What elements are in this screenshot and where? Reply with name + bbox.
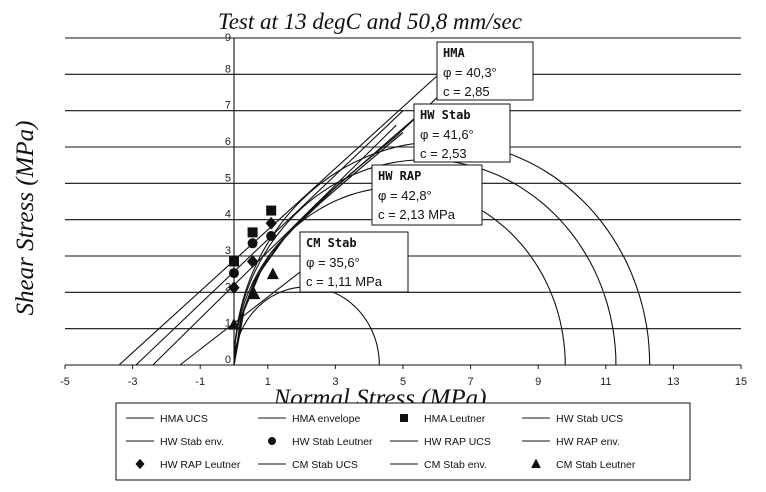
annotation-box: HMA φ = 40,3° c = 2,85	[436, 41, 534, 101]
x-tick-label: 5	[400, 376, 406, 388]
data-point	[248, 287, 261, 300]
annotation-title: CM Stab	[306, 236, 357, 250]
y-tick-label: 0	[225, 354, 231, 366]
legend-label: HW Stab env.	[160, 436, 224, 448]
data-point	[247, 238, 258, 249]
legend-label: HMA UCS	[160, 413, 208, 425]
data-point	[266, 267, 279, 280]
data-point	[228, 317, 240, 330]
envelope-line	[179, 257, 319, 366]
annotation-box: CM Stab φ = 35,6° c = 1,11 MPa	[299, 231, 409, 293]
y-tick-label: 7	[225, 100, 231, 112]
x-tick-label: 13	[667, 376, 679, 388]
legend-item: HW RAP env.	[522, 436, 620, 448]
x-tick-label: 15	[735, 376, 747, 388]
data-point	[229, 256, 239, 267]
annotation-phi: φ = 40,3°	[443, 65, 497, 80]
data-point	[247, 227, 258, 238]
legend-marker-swatch	[135, 458, 145, 470]
annotation-phi: φ = 41,6°	[420, 127, 474, 142]
y-axis-title: Shear Stress (MPa)	[12, 121, 39, 316]
legend-label: CM Stab Leutner	[556, 459, 636, 471]
annotation-frame	[413, 103, 511, 163]
legend-label: HW Stab UCS	[556, 413, 623, 425]
legend-item: HMA UCS	[126, 413, 208, 425]
y-tick-label: 2	[225, 281, 231, 293]
annotation-box: HW Stab φ = 41,6° c = 2,53	[413, 103, 511, 163]
legend-label: HW RAP env.	[556, 436, 620, 448]
x-tick-label: -5	[60, 376, 70, 388]
annotation-cohesion: c = 2,13 MPa	[378, 207, 456, 222]
x-tick-label: 11	[600, 376, 611, 388]
x-tick-label: 3	[332, 376, 338, 388]
y-tick-label: 5	[225, 172, 231, 184]
x-tick-label: 7	[468, 376, 474, 388]
y-tick-label: 1	[225, 318, 231, 330]
annotation-title: HW RAP	[378, 169, 421, 183]
legend: HMA UCS HMA envelope HMA Leutner HW Stab UC…	[115, 402, 691, 481]
envelope-curve	[233, 84, 451, 366]
legend-marker-swatch	[531, 458, 541, 468]
chart-title: Test at 13 degC and 50,8 mm/sec	[218, 9, 522, 34]
x-tick-label: 1	[265, 376, 271, 388]
annotation-frame	[299, 231, 409, 293]
legend-item: CM Stab UCS	[258, 459, 358, 471]
legend-item: HW RAP Leutner	[135, 458, 241, 471]
annotation-layer: HMA φ = 40,3° c = 2,85 HW Stab φ = 41,6° c = …	[299, 41, 534, 293]
envelope-line	[152, 124, 397, 366]
data-point	[246, 255, 259, 268]
data-point	[265, 216, 277, 230]
legend-marker-swatch	[400, 414, 408, 422]
y-tick-label: 8	[225, 63, 231, 75]
data-point	[228, 281, 240, 294]
marker-layer	[228, 205, 279, 330]
y-tick-label: 9	[225, 32, 231, 44]
annotation-cohesion: c = 1,11 MPa	[306, 274, 383, 289]
annotation-phi: φ = 35,6°	[306, 255, 360, 270]
annotation-title: HW Stab	[420, 108, 471, 122]
annotation-phi: φ = 42,8°	[378, 188, 432, 203]
y-tick-label: 3	[225, 245, 231, 257]
legend-label: HW RAP Leutner	[160, 459, 241, 471]
annotation-box: HW RAP φ = 42,8° c = 2,13 MPa	[371, 164, 483, 226]
legend-item: HMA envelope	[258, 413, 360, 425]
data-point	[266, 205, 277, 216]
legend-item: HW Stab Leutner	[268, 436, 373, 448]
x-tick-label: -3	[128, 376, 138, 388]
x-tick-label: 9	[535, 376, 541, 388]
legend-label: HW Stab Leutner	[292, 436, 373, 448]
legend-marker-swatch	[268, 437, 276, 445]
envelope-line	[118, 75, 438, 366]
x-tick-label: -1	[195, 376, 205, 388]
legend-label: CM Stab UCS	[292, 459, 358, 471]
annotation-frame	[371, 164, 483, 226]
legend-label: CM Stab env.	[424, 459, 487, 471]
annotation-cohesion: c = 2,53	[420, 146, 467, 161]
legend-item: HMA Leutner	[400, 413, 486, 425]
legend-item: HW RAP UCS	[390, 436, 491, 448]
legend-label: HMA Leutner	[424, 413, 486, 425]
data-point	[229, 268, 239, 279]
legend-label: HMA envelope	[292, 413, 360, 425]
legend-item: HW Stab UCS	[522, 413, 623, 425]
legend-item: CM Stab Leutner	[531, 458, 636, 471]
annotation-title: HMA	[443, 46, 465, 60]
annotation-cohesion: c = 2,85	[443, 84, 490, 99]
legend-label: HW RAP UCS	[424, 436, 491, 448]
annotation-frame	[436, 41, 534, 101]
legend-item: HW Stab env.	[126, 436, 224, 448]
y-tick-label: 4	[225, 209, 231, 221]
legend-item: CM Stab env.	[390, 459, 487, 471]
y-tick-label: 6	[225, 136, 231, 148]
data-point	[266, 231, 277, 242]
